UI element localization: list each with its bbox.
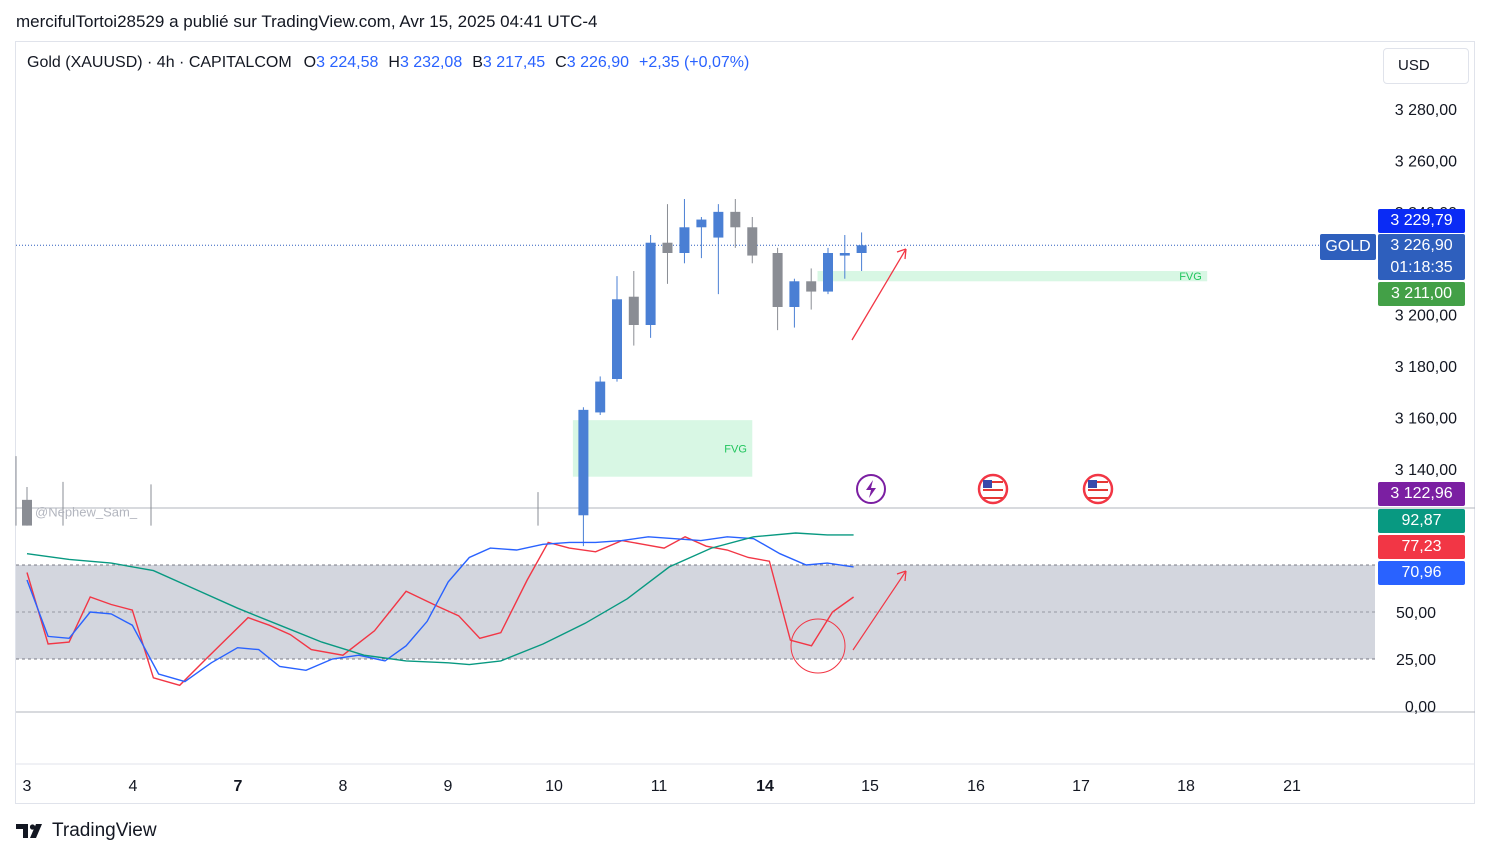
last-price-value: 3 226,90 bbox=[1390, 237, 1453, 254]
rsi-axis-label: 0,00 bbox=[1405, 699, 1436, 716]
candle-body bbox=[713, 211, 724, 238]
high-key: H bbox=[388, 54, 400, 71]
time-axis-label: 8 bbox=[339, 778, 348, 795]
candle-body bbox=[662, 242, 673, 253]
price-axis-label: 3 260,00 bbox=[1395, 153, 1457, 170]
flag-stripe bbox=[1088, 493, 1108, 495]
price-axis-label: 3 140,00 bbox=[1395, 462, 1457, 479]
price-axis-label: 3 180,00 bbox=[1395, 359, 1457, 376]
flag-stripe bbox=[983, 489, 1003, 491]
oversold-circle-annotation bbox=[790, 618, 846, 674]
flag-stripe bbox=[983, 481, 1003, 483]
time-axis-label: 18 bbox=[1177, 778, 1195, 795]
flag-stripe bbox=[983, 497, 1003, 499]
close-value: 3 226,90 bbox=[566, 54, 630, 71]
flag-stripe bbox=[1088, 497, 1108, 499]
time-axis-label: 3 bbox=[23, 778, 32, 795]
rsi-arrow-head bbox=[896, 570, 907, 582]
low-value: 3 217,45 bbox=[482, 54, 546, 71]
candle-body bbox=[823, 253, 833, 292]
close-key: C bbox=[555, 54, 567, 71]
candle-body bbox=[628, 296, 639, 325]
flag-canton bbox=[1088, 480, 1097, 488]
candle-body bbox=[730, 211, 741, 228]
rsi-axis-label: 25,00 bbox=[1396, 652, 1436, 669]
tradingview-brand[interactable]: TradingView bbox=[16, 820, 157, 842]
price-axis-label: 3 200,00 bbox=[1395, 308, 1457, 325]
candle-body bbox=[806, 281, 817, 292]
time-axis-label: 15 bbox=[861, 778, 879, 795]
flag-stripe bbox=[1088, 481, 1108, 483]
time-axis-label: 4 bbox=[129, 778, 138, 795]
rsi-series-blue bbox=[26, 536, 854, 683]
flag-stripe bbox=[1088, 485, 1108, 487]
currency-button[interactable]: USD bbox=[1383, 48, 1469, 84]
support-price-tag: 3 211,00 bbox=[1378, 282, 1465, 306]
open-key: O bbox=[303, 54, 317, 71]
high-price-tag: 3 229,79 bbox=[1378, 209, 1465, 233]
rsi-axis-label: 50,00 bbox=[1396, 605, 1436, 622]
ohlc-legend: Gold (XAUUSD) · 4h · CAPITALCOM O 3 224,… bbox=[27, 54, 749, 72]
candle-body bbox=[839, 253, 850, 256]
candle-body bbox=[696, 219, 707, 228]
candle-body bbox=[22, 499, 32, 526]
flag-stripe bbox=[1088, 489, 1108, 491]
fvg-label: FVG bbox=[724, 443, 747, 455]
flag-stripe bbox=[983, 485, 1003, 487]
rsi-green-tag: 92,87 bbox=[1378, 509, 1465, 533]
time-axis-label: 21 bbox=[1283, 778, 1301, 795]
rsi-arrow-annotation bbox=[852, 570, 907, 651]
price-axis-label: 3 160,00 bbox=[1395, 411, 1457, 428]
brand-label: TradingView bbox=[52, 820, 157, 841]
publication-line: mercifulTortoi28529 a publié sur Trading… bbox=[16, 12, 598, 31]
candle-body bbox=[578, 409, 589, 516]
low-key: B bbox=[472, 54, 483, 71]
candle-body bbox=[789, 281, 800, 307]
rsi-red-tag: 77,23 bbox=[1378, 535, 1465, 559]
time-axis-label: 14 bbox=[756, 778, 774, 795]
candle-body bbox=[772, 253, 783, 307]
time-axis-label: 11 bbox=[651, 778, 668, 795]
open-value: 3 224,58 bbox=[316, 54, 379, 71]
low-price-tag: 3 122,96 bbox=[1378, 482, 1465, 506]
candle-body bbox=[747, 227, 758, 256]
high-value: 3 232,08 bbox=[399, 54, 463, 71]
time-axis-label: 16 bbox=[967, 778, 985, 795]
chart-frame bbox=[15, 41, 1475, 804]
price-axis-label: 3 280,00 bbox=[1395, 102, 1457, 119]
rsi-series-green bbox=[26, 532, 854, 666]
flag-canton bbox=[983, 480, 992, 488]
lightning-icon bbox=[866, 480, 876, 498]
time-axis-label: 10 bbox=[545, 778, 563, 795]
last-price-tag: 3 226,90 01:18:35 bbox=[1378, 234, 1465, 280]
candle-body bbox=[595, 381, 606, 413]
candle-body bbox=[645, 242, 656, 325]
author-watermark: @Nephew_Sam_ bbox=[35, 504, 138, 519]
symbol-label[interactable]: Gold (XAUUSD) · 4h · CAPITALCOM bbox=[27, 54, 292, 71]
bar-countdown: 01:18:35 bbox=[1390, 259, 1453, 276]
time-axis-label: 7 bbox=[234, 778, 243, 795]
rsi-series-red bbox=[26, 536, 855, 687]
symbol-price-tag: GOLD bbox=[1320, 234, 1376, 260]
price-arrow-head bbox=[896, 248, 907, 260]
flag-stripe bbox=[983, 493, 1003, 495]
tradingview-logo-icon bbox=[16, 824, 42, 838]
rsi-blue-tag: 70,96 bbox=[1378, 561, 1465, 585]
fvg-zone bbox=[817, 271, 1208, 282]
fvg-zone bbox=[572, 420, 753, 477]
candle-body bbox=[679, 227, 690, 253]
time-axis-label: 17 bbox=[1072, 778, 1090, 795]
time-axis-label: 9 bbox=[444, 778, 453, 795]
candle-body bbox=[856, 245, 867, 253]
candle-body bbox=[612, 299, 622, 379]
price-arrow-annotation bbox=[851, 248, 907, 341]
change-value: +2,35 (+0,07%) bbox=[639, 54, 750, 71]
fvg-label: FVG bbox=[1179, 271, 1202, 283]
